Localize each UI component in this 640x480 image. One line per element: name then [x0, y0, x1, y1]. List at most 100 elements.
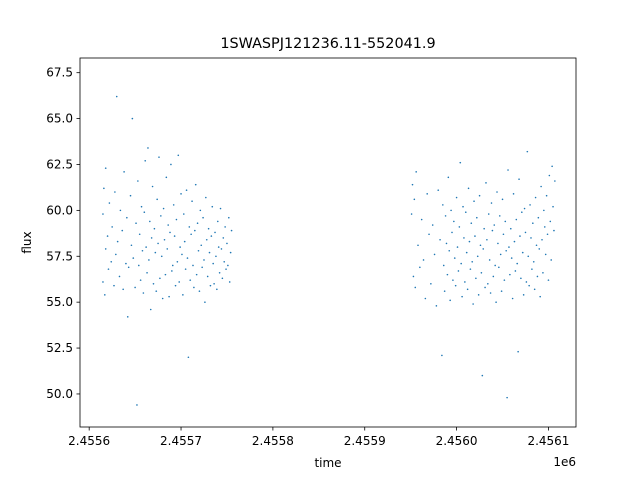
- data-point: [498, 215, 501, 217]
- data-point: [513, 240, 516, 243]
- data-point: [131, 117, 134, 120]
- data-point: [491, 229, 494, 232]
- data-point: [190, 233, 192, 236]
- data-point: [192, 264, 194, 267]
- data-point: [439, 238, 441, 241]
- data-point: [508, 246, 510, 248]
- data-point: [453, 257, 456, 259]
- data-point: [545, 194, 548, 197]
- data-point: [502, 233, 505, 236]
- plot-frame: [79, 57, 577, 428]
- data-point: [137, 264, 140, 267]
- data-point: [144, 160, 147, 162]
- data-point: [224, 226, 226, 228]
- data-point: [476, 255, 479, 258]
- data-point: [503, 279, 506, 281]
- data-point: [172, 204, 175, 206]
- data-point: [528, 284, 530, 287]
- data-point: [179, 246, 181, 248]
- data-point: [504, 220, 507, 223]
- data-point: [205, 196, 207, 199]
- data-point: [527, 255, 530, 258]
- data-point: [506, 396, 508, 399]
- data-point: [185, 189, 188, 191]
- data-point: [164, 273, 167, 276]
- data-point: [411, 183, 414, 186]
- data-point: [216, 288, 218, 291]
- data-point: [474, 235, 476, 237]
- chart-title: 1SWASPJ121236.11-552041.9: [220, 36, 435, 52]
- data-point: [470, 222, 473, 225]
- data-point: [507, 169, 509, 171]
- data-point: [523, 207, 526, 210]
- x-axis: 2.4556 2.4557 2.4558 2.4559 2.4560 2.4561: [68, 427, 569, 448]
- data-point: [493, 224, 496, 226]
- data-point: [189, 279, 192, 281]
- data-point: [104, 294, 106, 296]
- data-point: [226, 242, 228, 245]
- data-point: [126, 216, 128, 219]
- data-point: [115, 253, 117, 256]
- data-point: [553, 229, 555, 232]
- data-point: [149, 220, 151, 223]
- data-point: [487, 283, 489, 285]
- y-tick-label: 50.0: [46, 387, 73, 401]
- data-point: [118, 275, 121, 278]
- data-point: [184, 268, 187, 270]
- data-point: [134, 286, 136, 289]
- data-point: [148, 259, 150, 261]
- x-tick-label: 2.4559: [344, 434, 386, 448]
- data-point: [165, 176, 168, 179]
- data-point: [205, 238, 208, 241]
- data-point: [550, 259, 552, 261]
- data-point: [521, 211, 523, 214]
- data-point: [228, 216, 230, 219]
- data-point: [477, 294, 480, 296]
- x-tick-label: 2.4556: [68, 434, 110, 448]
- data-point: [149, 308, 152, 311]
- data-point: [104, 248, 107, 250]
- data-point: [139, 279, 142, 281]
- data-point: [486, 238, 488, 241]
- data-point: [428, 233, 430, 236]
- data-point: [518, 178, 520, 180]
- data-point: [539, 295, 541, 298]
- data-point: [208, 251, 211, 254]
- data-point: [159, 277, 161, 280]
- data-point: [522, 294, 525, 296]
- data-point: [204, 301, 206, 303]
- y-axis: 50.0 52.5 55.0 57.5 60.0 62.5 65.0 67.5: [46, 66, 80, 401]
- data-point: [542, 271, 544, 274]
- data-point: [447, 176, 450, 179]
- data-point: [229, 251, 232, 254]
- data-point: [216, 220, 219, 223]
- data-point: [193, 286, 195, 289]
- data-point: [510, 257, 513, 259]
- data-point: [445, 242, 448, 245]
- data-point: [435, 305, 438, 307]
- data-point: [512, 193, 515, 195]
- data-point: [220, 248, 223, 250]
- y-tick-label: 62.5: [46, 157, 73, 171]
- data-point: [480, 271, 483, 274]
- data-point: [228, 281, 231, 283]
- data-point: [472, 303, 474, 305]
- data-point: [173, 235, 176, 237]
- data-point: [462, 205, 464, 208]
- data-point: [106, 235, 109, 237]
- data-point: [498, 266, 500, 269]
- x-tick-label: 2.4560: [436, 434, 478, 448]
- data-point: [417, 244, 419, 247]
- data-point: [102, 213, 104, 215]
- data-point: [469, 268, 472, 270]
- data-point: [151, 185, 154, 188]
- data-point: [540, 185, 542, 188]
- data-point: [536, 275, 539, 278]
- data-point: [517, 350, 519, 353]
- data-point: [195, 273, 198, 276]
- data-point: [215, 255, 217, 258]
- data-point: [171, 270, 173, 272]
- data-point: [141, 249, 144, 252]
- data-point: [476, 216, 478, 219]
- data-point: [531, 268, 533, 270]
